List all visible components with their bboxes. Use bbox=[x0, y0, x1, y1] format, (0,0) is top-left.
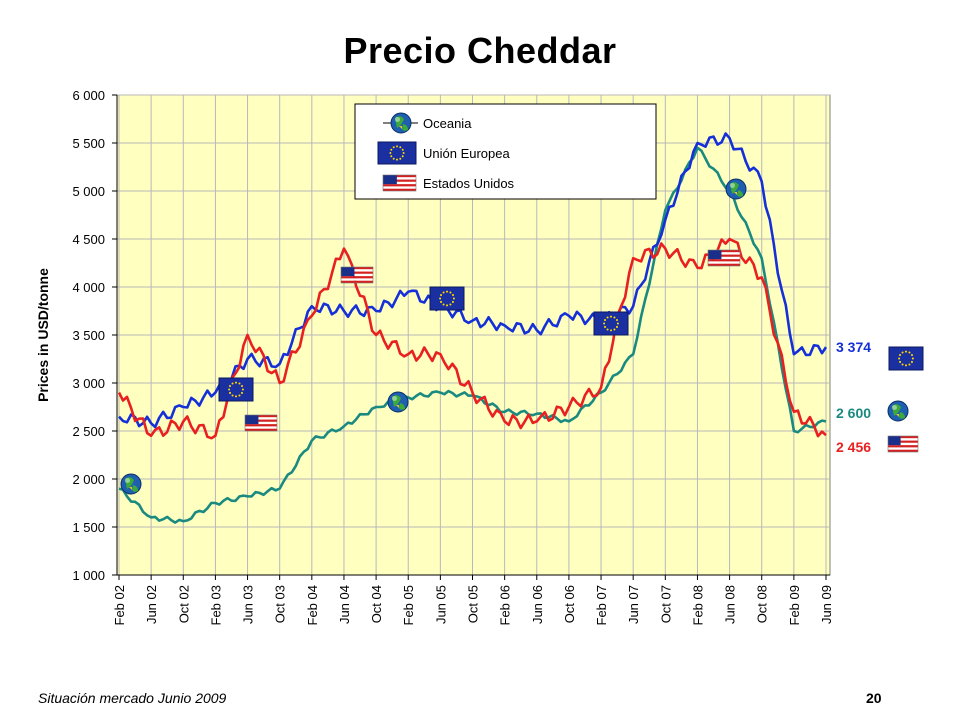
legend-label: Unión Europea bbox=[423, 146, 510, 161]
legend-label: Estados Unidos bbox=[423, 176, 515, 191]
eu-flag-icon bbox=[429, 286, 465, 311]
y-tick-label: 3 000 bbox=[72, 376, 105, 391]
x-tick-label: Oct 05 bbox=[466, 585, 481, 623]
x-tick-label: Jun 07 bbox=[626, 585, 641, 624]
legend-label: Oceania bbox=[423, 116, 472, 131]
y-tick-label: 3 500 bbox=[72, 328, 105, 343]
x-tick-label: Feb 02 bbox=[112, 585, 127, 625]
eu-flag-icon bbox=[377, 141, 417, 165]
x-tick-label: Oct 08 bbox=[755, 585, 770, 623]
x-tick-label: Oct 02 bbox=[176, 585, 191, 623]
footer-source: Situación mercado Junio 2009 bbox=[38, 690, 227, 706]
x-tick-label: Feb 03 bbox=[208, 585, 223, 625]
series-end-value: 3 374 bbox=[836, 339, 871, 355]
y-tick-label: 1 000 bbox=[72, 568, 105, 583]
x-tick-label: Feb 07 bbox=[594, 585, 609, 625]
x-tick-label: Feb 05 bbox=[401, 585, 416, 625]
eu-flag-icon bbox=[888, 346, 924, 371]
globe-icon bbox=[387, 391, 409, 413]
x-tick-label: Jun 05 bbox=[433, 585, 448, 624]
x-tick-label: Feb 04 bbox=[305, 585, 320, 625]
x-tick-label: Jun 08 bbox=[723, 585, 738, 624]
series-line-union-europea bbox=[118, 132, 828, 429]
globe-icon bbox=[725, 178, 747, 200]
x-tick-label: Oct 03 bbox=[273, 585, 288, 623]
y-tick-label: 2 500 bbox=[72, 424, 105, 439]
x-tick-label: Jun 02 bbox=[144, 585, 159, 624]
y-tick-label: 5 500 bbox=[72, 136, 105, 151]
y-tick-label: 1 500 bbox=[72, 520, 105, 535]
us-flag-icon bbox=[244, 414, 278, 432]
eu-flag-icon bbox=[593, 311, 629, 336]
series-end-value: 2 600 bbox=[836, 405, 871, 421]
us-flag-icon bbox=[887, 435, 919, 453]
us-flag-icon bbox=[340, 266, 374, 284]
page-number: 20 bbox=[866, 690, 882, 706]
series-end-value: 2 456 bbox=[836, 439, 871, 455]
us-flag-icon bbox=[707, 249, 741, 267]
x-tick-label: Oct 06 bbox=[562, 585, 577, 623]
globe-icon bbox=[120, 473, 142, 495]
x-tick-label: Jun 09 bbox=[819, 585, 834, 624]
legend: Oceania Unión Europea Estados Unidos bbox=[354, 103, 657, 200]
x-tick-label: Oct 04 bbox=[369, 585, 384, 623]
y-tick-label: 5 000 bbox=[72, 184, 105, 199]
y-tick-label: 4 000 bbox=[72, 280, 105, 295]
x-tick-label: Jun 04 bbox=[337, 585, 352, 624]
x-tick-label: Oct 07 bbox=[658, 585, 673, 623]
y-tick-label: 4 500 bbox=[72, 232, 105, 247]
x-tick-label: Jun 03 bbox=[241, 585, 256, 624]
globe-icon bbox=[887, 400, 909, 422]
x-tick-label: Jun 06 bbox=[530, 585, 545, 624]
x-tick-label: Feb 09 bbox=[787, 585, 802, 625]
y-tick-label: 2 000 bbox=[72, 472, 105, 487]
x-tick-label: Feb 08 bbox=[690, 585, 705, 625]
y-tick-label: 6 000 bbox=[72, 88, 105, 103]
us-flag-icon bbox=[382, 174, 417, 192]
eu-flag-icon bbox=[218, 377, 254, 402]
slide-title: Precio Cheddar bbox=[343, 30, 617, 71]
globe-icon bbox=[390, 112, 412, 134]
x-tick-label: Feb 06 bbox=[498, 585, 513, 625]
y-axis-label: Prices in USD/tonne bbox=[35, 268, 51, 402]
